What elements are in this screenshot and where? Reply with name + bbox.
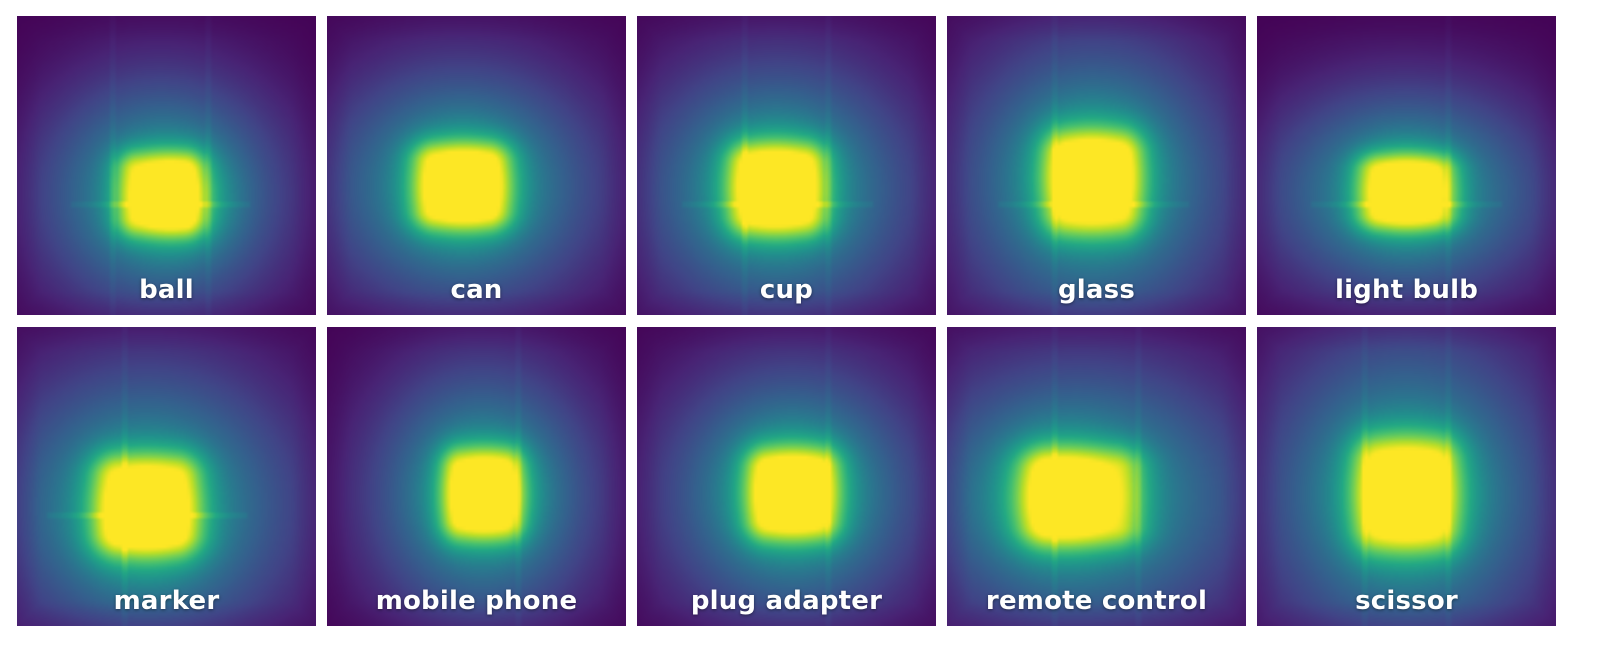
panel-label: marker <box>113 586 220 616</box>
heatmap-panel: ball <box>17 16 316 315</box>
heatmap-image <box>17 327 316 626</box>
panel-label: cup <box>759 275 814 305</box>
heatmap-panel: can <box>327 16 626 315</box>
heatmap-image <box>947 327 1246 626</box>
panel-label: ball <box>139 275 194 305</box>
panel-label: can <box>450 275 503 305</box>
heatmap-image <box>637 327 936 626</box>
heatmap-panel: marker <box>17 327 316 626</box>
heatmap-image <box>1257 327 1556 626</box>
heatmap-panel: cup <box>637 16 936 315</box>
heatmap-panel: plug adapter <box>637 327 936 626</box>
panel-label: plug adapter <box>690 586 883 616</box>
heatmap-panel: light bulb <box>1257 16 1556 315</box>
heatmap-image <box>327 327 626 626</box>
panel-label: remote control <box>985 586 1208 616</box>
heatmap-image <box>947 16 1246 315</box>
heatmap-panel: glass <box>947 16 1246 315</box>
heatmap-image <box>17 16 316 315</box>
heatmap-image <box>327 16 626 315</box>
heatmap-image <box>1257 16 1556 315</box>
panel-label: mobile phone <box>375 586 578 616</box>
heatmap-image <box>637 16 936 315</box>
panel-label: glass <box>1057 275 1136 305</box>
heatmap-panel: scissor <box>1257 327 1556 626</box>
heatmap-panel: mobile phone <box>327 327 626 626</box>
panel-label: light bulb <box>1334 275 1479 305</box>
heatmap-panel: remote control <box>947 327 1246 626</box>
panel-label: scissor <box>1355 586 1458 616</box>
